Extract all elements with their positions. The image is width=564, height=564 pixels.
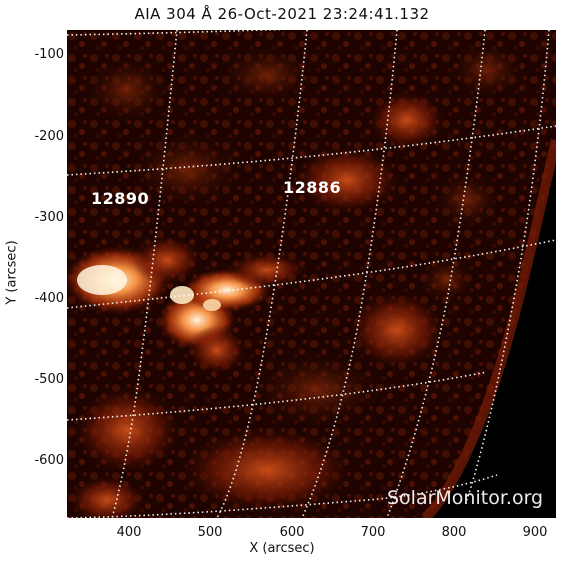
solar-limb — [421, 138, 561, 522]
y-axis-label: Y (arcsec) — [4, 240, 20, 305]
watermark-text: SolarMonitor.org — [387, 487, 544, 509]
x-tick-label: 700 — [360, 525, 386, 540]
y-tick-label: -400 — [34, 291, 64, 306]
x-tick-label: 600 — [279, 525, 305, 540]
off-limb-region — [427, 150, 556, 518]
x-tick-label: 900 — [522, 525, 548, 540]
active-region-12890-emission — [62, 235, 307, 375]
active-region-label-12886: 12886 — [283, 178, 342, 197]
x-tick-label: 400 — [116, 525, 142, 540]
x-axis-label: X (arcsec) — [249, 541, 315, 556]
solar-image-panel: 12890 12886 SolarMonitor.org — [62, 21, 561, 525]
x-tick-label: 800 — [441, 525, 467, 540]
image-title: AIA 304 Å 26-Oct-2021 23:24:41.132 — [134, 5, 430, 23]
active-region-label-12890: 12890 — [91, 189, 150, 208]
y-tick-label: -100 — [34, 47, 64, 62]
y-tick-label: -500 — [34, 372, 64, 387]
y-tick-label: -600 — [34, 453, 64, 468]
heliographic-grid — [66, 21, 557, 519]
y-tick-label: -200 — [34, 129, 64, 144]
solar-disk-image — [62, 21, 561, 525]
x-tick-label: 500 — [197, 525, 223, 540]
y-tick-label: -300 — [34, 210, 64, 225]
emission-patches — [67, 40, 527, 525]
